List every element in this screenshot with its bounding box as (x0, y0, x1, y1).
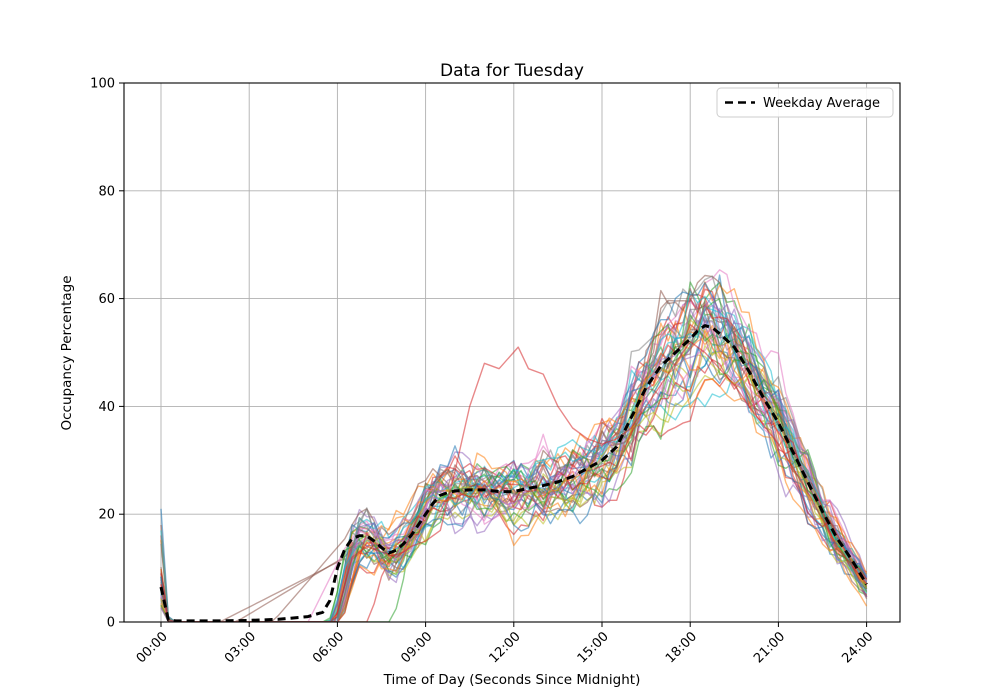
legend-label: Weekday Average (763, 96, 880, 111)
svg-text:60: 60 (98, 292, 115, 307)
weekday-average-line (159, 324, 868, 622)
svg-text:06:00: 06:00 (310, 629, 347, 666)
svg-text:80: 80 (98, 184, 115, 199)
svg-text:20: 20 (98, 508, 115, 523)
svg-text:40: 40 (98, 400, 115, 415)
svg-text:15:00: 15:00 (575, 629, 612, 666)
svg-text:100: 100 (90, 77, 115, 92)
svg-text:18:00: 18:00 (663, 629, 700, 666)
svg-text:0: 0 (107, 616, 115, 631)
svg-text:09:00: 09:00 (398, 629, 435, 666)
legend: Weekday Average (716, 87, 894, 118)
x-axis-label: Time of Day (Seconds Since Midnight) (383, 672, 641, 688)
daily-occupancy-lines (160, 269, 868, 622)
y-axis-label: Occupancy Percentage (59, 275, 75, 430)
svg-text:00:00: 00:00 (134, 629, 171, 666)
svg-text:21:00: 21:00 (751, 629, 788, 666)
svg-text:03:00: 03:00 (222, 629, 259, 666)
legend-frame (716, 87, 894, 118)
svg-text:12:00: 12:00 (487, 629, 524, 666)
chart-title: Data for Tuesday (440, 61, 584, 81)
svg-text:24:00: 24:00 (839, 629, 876, 666)
